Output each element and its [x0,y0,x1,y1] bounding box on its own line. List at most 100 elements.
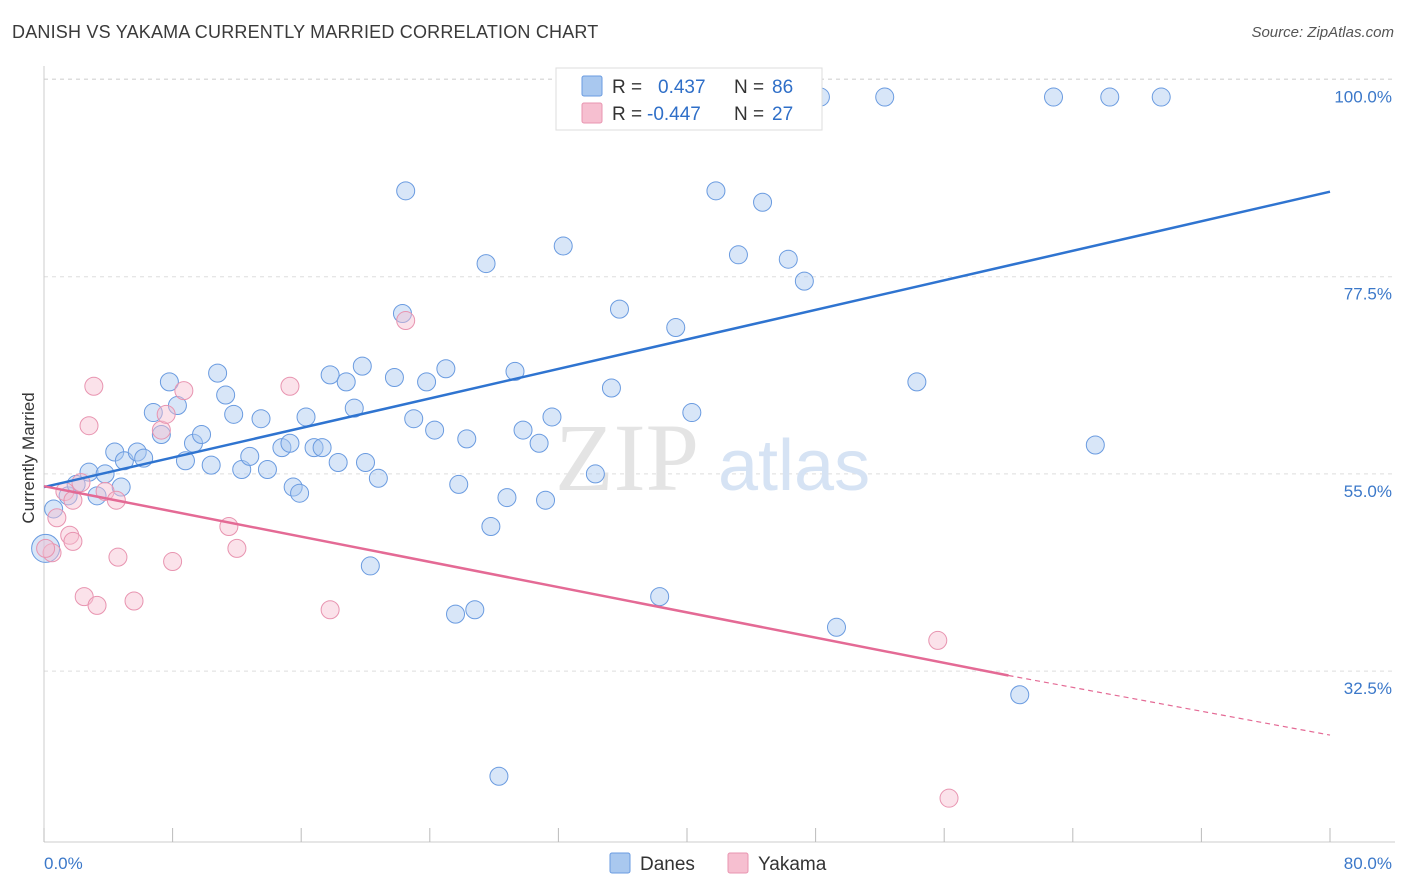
danes-point [794,271,814,291]
danes-point [706,181,726,201]
danes-point [1085,435,1105,455]
x-tick-label-min: 0.0% [44,854,83,873]
yakama-point [151,420,171,440]
yakama-point [47,508,67,528]
yakama-point [939,788,959,808]
bottom-legend-swatch-danes [609,852,631,874]
watermark-atlas: atlas [718,426,870,506]
series-yakama-points [36,311,959,808]
danes-point [505,361,525,381]
danes-point [446,604,466,624]
danes-point [384,368,404,388]
yakama-point [320,600,340,620]
danes-point [1044,87,1064,107]
legend-n-label-yakama: N = [734,104,764,125]
danes-point [476,254,496,274]
danes-point [257,460,277,480]
danes-point [216,385,236,405]
danes-point [1151,87,1171,107]
chart-title: DANISH VS YAKAMA CURRENTLY MARRIED CORRE… [12,22,599,42]
danes-point [352,356,372,376]
axes: 32.5% 55.0% 77.5% 100.0% [43,66,1395,843]
danes-point [826,617,846,637]
danes-point [251,409,271,429]
danes-point [609,299,629,319]
danes-point [296,407,316,427]
danes-trend-line [43,190,1331,489]
danes-point [404,409,424,429]
yakama-trend-extension [1008,674,1331,736]
danes-point [875,87,895,107]
danes-point [481,516,501,536]
danes-point [360,556,380,576]
danes-point [151,424,171,444]
danes-point [356,453,375,473]
yakama-point [280,376,300,396]
danes-point [553,236,573,256]
danes-point [328,453,348,473]
danes-point [728,245,748,265]
trend-lines [43,190,1331,736]
danes-point [778,249,798,269]
danes-point [497,488,517,508]
danes-point [753,192,773,212]
danes-point [1100,87,1120,107]
gridlines [44,78,1395,672]
yakama-point [928,630,948,650]
danes-point [513,420,533,440]
danes-point [601,378,621,398]
danes-point [368,468,388,488]
danes-point [457,429,477,449]
danes-point [344,398,364,418]
danes-point [280,433,300,453]
yakama-point [84,376,104,396]
y-axis-label: Currently Married [19,392,38,523]
yakama-point [87,595,107,615]
yakama-point [396,311,416,331]
danes-point [666,318,686,338]
legend-n-value-danes: 86 [772,77,793,98]
yakama-point [63,531,83,551]
danes-point [304,438,324,458]
danes-point [542,407,562,427]
yakama-point [79,416,99,436]
bottom-legend-danes: Danes [640,854,695,875]
danes-point [425,420,445,440]
legend-r-label-yakama: R = [612,104,642,125]
danes-point [417,372,437,392]
y-tick-label: 100.0% [1334,88,1392,107]
yakama-point [163,552,183,572]
danes-point [489,766,509,786]
danes-point [585,464,605,484]
y-tick-label: 55.0% [1344,482,1392,501]
yakama-trend-line [43,484,1009,677]
danes-point [529,433,549,453]
legend-n-label-danes: N = [734,77,764,98]
danes-point [290,483,310,503]
danes-point [465,600,485,620]
danes-point [159,372,179,392]
legend-swatch-danes [581,75,603,97]
yakama-point [108,547,128,567]
legend-swatch-yakama [581,102,603,124]
yakama-point [156,404,176,424]
source-credit: Source: ZipAtlas.com [1251,24,1394,41]
danes-point [320,365,340,385]
danes-point [449,474,469,494]
yakama-point [227,538,247,558]
x-tick-label-max: 80.0% [1344,854,1392,873]
yakama-point [60,525,80,545]
y-tick-label: 77.5% [1344,285,1392,304]
stats-legend: R = 0.437 N = 86 R = -0.447 N = 27 [555,67,823,131]
danes-point [224,404,244,424]
yakama-point [174,381,194,401]
watermark-zip: ZIP [555,404,699,511]
danes-point [682,403,702,423]
danes-point [1010,685,1030,705]
legend-r-value-yakama: -0.447 [647,104,701,125]
danes-point [907,372,927,392]
danes-point [336,372,356,392]
bottom-legend-yakama: Yakama [758,854,827,875]
danes-point [650,587,670,607]
